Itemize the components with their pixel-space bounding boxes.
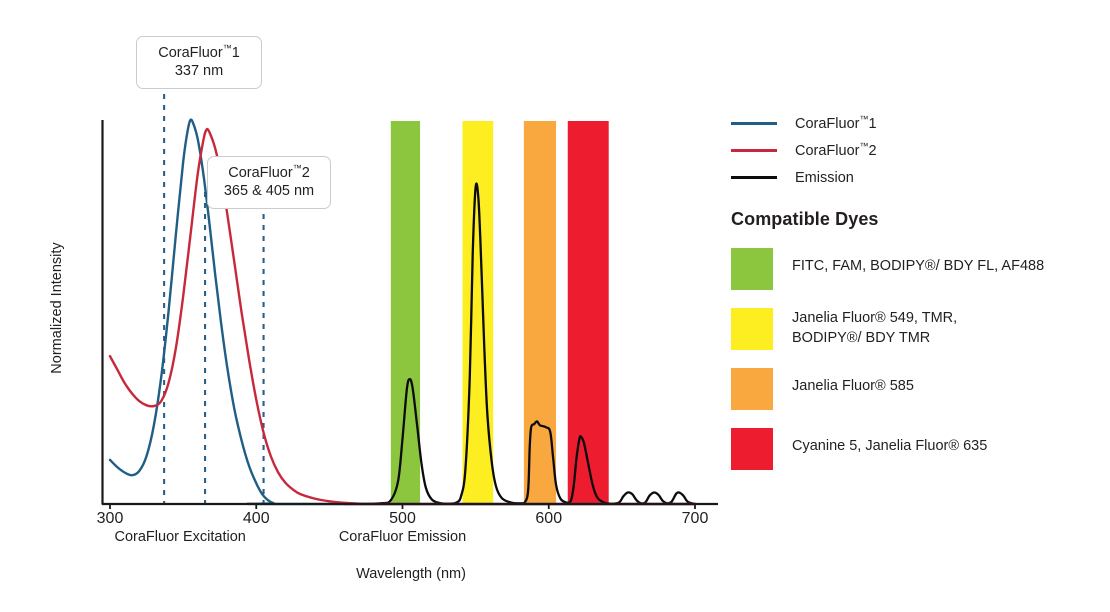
y-axis-title: Normalized Intensity [49, 242, 65, 374]
legend-series-emission: Emission [731, 164, 1103, 191]
legend-series-label-emission: Emission [795, 169, 854, 186]
dye-label-line1-2: Janelia Fluor® 585 [792, 378, 914, 394]
x-axis-region-label-0: CoraFluor Excitation [114, 529, 246, 545]
legend-panel: CoraFluor™1 CoraFluor™2 Emission Compati… [731, 110, 1103, 470]
legend-series-label-corafluor-2: CoraFluor™2 [795, 140, 877, 159]
emission-band-3 [567, 121, 609, 504]
dye-color-swatch-1 [731, 308, 773, 350]
compatible-dyes-title: Compatible Dyes [731, 209, 879, 229]
x-axis-tick-label-300: 300 [96, 510, 124, 527]
x-axis-region-label-1: CoraFluor Emission [338, 529, 467, 545]
dye-row-0: FITC, FAM, BODIPY®/ BDY FL, AF488 [731, 248, 1103, 290]
callout-corafluor-2: CoraFluor™2 365 & 405 nm [207, 156, 331, 210]
dye-label-line2-1: BODIPY®/ BDY TMR [792, 329, 931, 346]
callout-corafluor-1: CoraFluor™1 337 nm [136, 36, 262, 90]
dye-color-swatch-0 [731, 248, 773, 290]
x-axis-tick-label-700: 700 [681, 510, 709, 527]
dye-label-line1-0: FITC, FAM, BODIPY®/ BDY FL, AF488 [792, 258, 1045, 274]
x-axis-tick-label-500: 500 [389, 510, 416, 527]
legend-series-label-corafluor-1: CoraFluor™1 [795, 113, 877, 132]
legend-line-swatch-corafluor-1 [731, 122, 777, 125]
legend-series-corafluor-1: CoraFluor™1 [731, 110, 1103, 137]
curve-corafluor-1 [108, 118, 697, 506]
dye-label-line1-3: Cyanine 5, Janelia Fluor® 635 [792, 438, 988, 454]
legend-series-corafluor-2: CoraFluor™2 [731, 137, 1103, 164]
callout-corafluor-1-title: CoraFluor™1 [158, 43, 240, 61]
dye-color-swatch-3 [731, 428, 773, 470]
dye-label-2: Janelia Fluor® 585 [792, 368, 914, 397]
x-axis-title: Wavelength (nm) [356, 566, 466, 582]
dye-color-swatch-2 [731, 368, 773, 410]
callout-corafluor-2-title: CoraFluor™2 [228, 163, 310, 181]
dye-label-0: FITC, FAM, BODIPY®/ BDY FL, AF488 [792, 248, 1044, 277]
dye-label-line1-1: Janelia Fluor® 549, TMR, [792, 310, 958, 326]
x-axis-tick-label-600: 600 [535, 510, 563, 527]
compatible-dyes-list: FITC, FAM, BODIPY®/ BDY FL, AF488 Janelia… [731, 248, 1103, 470]
x-axis-tick-label-400: 400 [242, 510, 270, 527]
dye-row-2: Janelia Fluor® 585 [731, 368, 1103, 410]
dye-row-1: Janelia Fluor® 549, TMR, BODIPY®/ BDY TMR [731, 308, 1103, 350]
callout-corafluor-1-value: 337 nm [174, 63, 224, 80]
emission-band-0 [390, 121, 421, 504]
dye-label-3: Cyanine 5, Janelia Fluor® 635 [792, 428, 987, 457]
callout-corafluor-2-value: 365 & 405 nm [223, 183, 315, 200]
legend-line-swatch-emission [731, 176, 777, 179]
legend-line-swatch-corafluor-2 [731, 149, 777, 152]
dye-row-3: Cyanine 5, Janelia Fluor® 635 [731, 428, 1103, 470]
dye-label-1: Janelia Fluor® 549, TMR, BODIPY®/ BDY TMR [792, 308, 957, 348]
